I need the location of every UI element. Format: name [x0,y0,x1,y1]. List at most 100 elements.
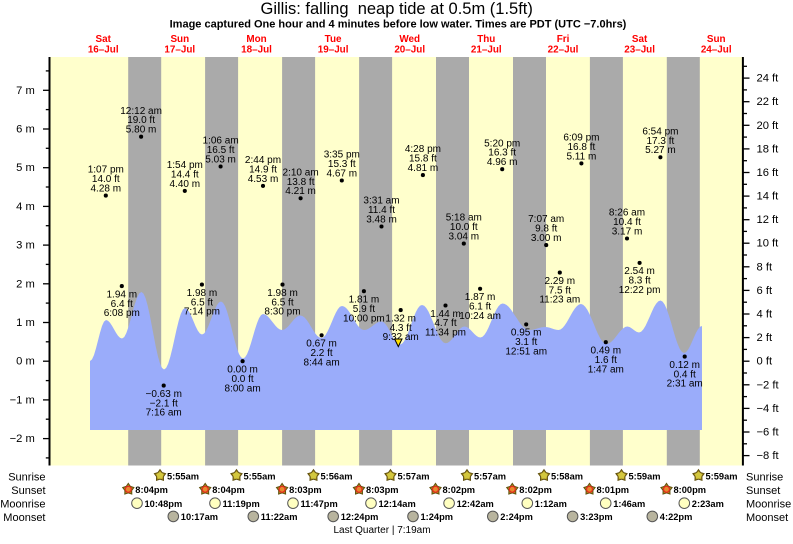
svg-text:4.53 m: 4.53 m [248,174,279,185]
svg-text:18 ft: 18 ft [757,143,780,155]
svg-text:2:31 am: 2:31 am [667,379,703,390]
svg-text:12:24pm: 12:24pm [341,512,379,522]
svg-text:2.54 m: 2.54 m [624,266,655,277]
svg-text:8:00 am: 8:00 am [225,383,261,394]
svg-text:Sat: Sat [96,34,112,45]
svg-text:20 ft: 20 ft [757,120,780,132]
svg-text:0 ft: 0 ft [757,356,773,368]
svg-text:1:12am: 1:12am [535,499,567,509]
svg-text:16.3 ft: 16.3 ft [488,148,516,159]
svg-text:11:19pm: 11:19pm [223,499,260,509]
svg-text:0.95 m: 0.95 m [511,328,542,339]
svg-text:Image captured One hour and 4: Image captured One hour and 4 minutes be… [170,19,627,31]
svg-text:12:22 pm: 12:22 pm [619,285,661,296]
svg-text:8.3 ft: 8.3 ft [628,276,650,287]
svg-text:1.6 ft: 1.6 ft [595,355,617,366]
svg-text:8:01pm: 8:01pm [597,485,630,495]
svg-text:10:17am: 10:17am [181,512,218,522]
svg-text:5.11 m: 5.11 m [566,151,596,162]
svg-text:10:00 pm: 10:00 pm [343,313,385,324]
svg-text:3.00 m: 3.00 m [531,233,562,244]
svg-text:Moonrise: Moonrise [746,499,791,511]
svg-text:−2.1 ft: −2.1 ft [150,398,178,409]
svg-text:6.5 ft: 6.5 ft [191,297,213,308]
svg-text:6.5 ft: 6.5 ft [271,297,293,308]
svg-text:4.7 ft: 4.7 ft [434,318,456,329]
svg-text:18–Jul: 18–Jul [241,44,272,55]
svg-text:10 ft: 10 ft [757,238,780,250]
svg-text:Moonset: Moonset [3,512,45,524]
svg-text:0 m: 0 m [16,356,35,368]
svg-text:16.5 ft: 16.5 ft [207,145,235,156]
svg-text:Sunrise: Sunrise [8,471,45,483]
svg-text:5:57am: 5:57am [398,471,430,481]
svg-text:7:16 am: 7:16 am [146,408,182,419]
svg-text:6.1 ft: 6.1 ft [469,302,491,313]
svg-text:Sun: Sun [707,34,726,45]
svg-text:8 ft: 8 ft [757,261,773,273]
svg-text:Sunset: Sunset [11,485,45,497]
svg-text:7.5 ft: 7.5 ft [549,285,571,296]
svg-text:8:04pm: 8:04pm [135,485,168,495]
svg-text:5.03 m: 5.03 m [205,154,236,165]
svg-text:Sat: Sat [632,34,648,45]
svg-text:5.80 m: 5.80 m [126,125,157,136]
svg-text:10:24 am: 10:24 am [459,311,501,322]
svg-text:Sun: Sun [170,34,189,45]
svg-text:5:58am: 5:58am [551,471,583,481]
svg-text:2:44 pm: 2:44 pm [245,155,281,166]
svg-text:3:35 pm: 3:35 pm [324,150,360,161]
svg-text:1.94 m: 1.94 m [107,289,138,300]
svg-text:8:04pm: 8:04pm [212,485,245,495]
svg-text:7 m: 7 m [16,85,35,97]
svg-text:19–Jul: 19–Jul [318,44,349,55]
svg-text:13.8 ft: 13.8 ft [287,177,315,188]
svg-text:5 m: 5 m [16,162,35,174]
svg-text:4.3 ft: 4.3 ft [390,323,412,334]
svg-text:1.44 m: 1.44 m [430,309,461,320]
svg-text:8:02pm: 8:02pm [443,485,476,495]
svg-text:−2 m: −2 m [10,433,35,445]
svg-text:3:31 am: 3:31 am [363,196,399,207]
svg-text:7:14 pm: 7:14 pm [184,307,220,318]
svg-text:22 ft: 22 ft [757,96,780,108]
svg-text:4.96 m: 4.96 m [487,157,518,168]
svg-text:5:57am: 5:57am [474,471,506,481]
svg-text:4:22pm: 4:22pm [660,512,693,522]
svg-text:5.27 m: 5.27 m [645,145,676,156]
svg-text:1.81 m: 1.81 m [349,295,380,306]
svg-text:7:07 am: 7:07 am [528,214,564,225]
svg-text:11:22am: 11:22am [261,512,298,522]
svg-text:2.29 m: 2.29 m [545,276,576,287]
svg-text:3.04 m: 3.04 m [449,232,480,243]
svg-text:4.40 m: 4.40 m [170,179,201,190]
svg-text:4 m: 4 m [16,201,35,213]
svg-text:21–Jul: 21–Jul [471,44,502,55]
svg-text:8:44 am: 8:44 am [304,357,340,368]
svg-text:Thu: Thu [477,34,495,45]
svg-text:16–Jul: 16–Jul [88,44,119,55]
svg-text:10:48pm: 10:48pm [145,499,183,509]
svg-text:0.49 m: 0.49 m [591,346,622,357]
svg-text:3.1 ft: 3.1 ft [515,337,537,348]
svg-text:1:06 am: 1:06 am [203,136,239,147]
svg-text:−4 ft: −4 ft [757,403,780,415]
svg-text:4.28 m: 4.28 m [91,184,122,195]
svg-text:8:03pm: 8:03pm [366,485,399,495]
svg-text:24 ft: 24 ft [757,73,780,85]
svg-text:3.17 m: 3.17 m [612,226,643,237]
svg-text:12:42am: 12:42am [457,499,494,509]
svg-text:0.67 m: 0.67 m [306,339,337,350]
svg-text:5:55am: 5:55am [167,471,199,481]
svg-text:12:12 am: 12:12 am [120,106,162,117]
svg-text:0.0 ft: 0.0 ft [231,374,253,385]
svg-text:17.3 ft: 17.3 ft [646,136,674,147]
svg-text:4.81 m: 4.81 m [408,163,439,174]
svg-text:Moonset: Moonset [746,512,788,524]
svg-text:9:32 am: 9:32 am [383,332,419,343]
svg-text:14 ft: 14 ft [757,191,780,203]
svg-text:−2 ft: −2 ft [757,379,780,391]
svg-text:14.9 ft: 14.9 ft [249,164,277,175]
svg-text:10.4 ft: 10.4 ft [613,217,641,228]
svg-text:1 m: 1 m [16,317,35,329]
